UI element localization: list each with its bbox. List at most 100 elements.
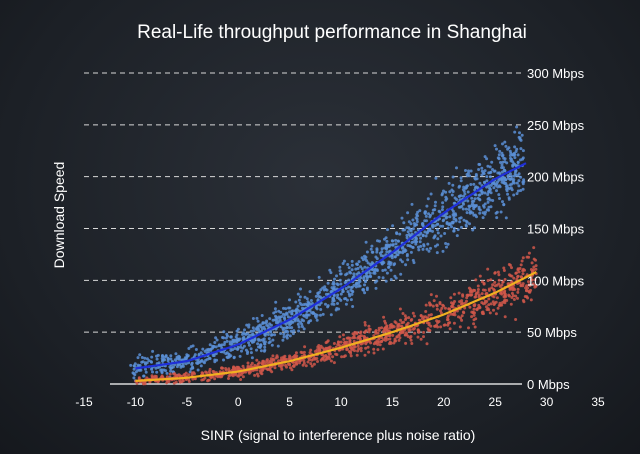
- red-scatter-point: [168, 372, 172, 376]
- blue-scatter-point: [433, 204, 437, 208]
- red-scatter-point: [284, 363, 287, 367]
- blue-scatter-point: [456, 228, 460, 232]
- blue-scatter-point: [381, 254, 385, 258]
- blue-scatter-point: [480, 166, 484, 170]
- blue-scatter-point: [459, 216, 463, 220]
- blue-scatter-point: [361, 287, 365, 291]
- blue-scatter-point: [502, 168, 506, 172]
- blue-scatter-point: [517, 172, 521, 176]
- blue-scatter-point: [281, 328, 285, 332]
- red-scatter-point: [487, 303, 491, 307]
- blue-scatter-point: [389, 243, 393, 247]
- blue-scatter-point: [517, 184, 521, 188]
- red-scatter-point: [446, 318, 449, 322]
- red-scatter-point: [500, 303, 504, 307]
- red-scatter-point: [246, 361, 250, 365]
- red-scatter-point: [342, 355, 346, 359]
- red-scatter-point: [468, 290, 472, 294]
- blue-scatter-point: [339, 282, 343, 286]
- blue-scatter-point: [181, 362, 185, 366]
- blue-scatter-point: [352, 272, 356, 276]
- red-scatter-point: [350, 346, 354, 349]
- blue-scatter-point: [414, 240, 418, 244]
- blue-scatter-point: [419, 236, 423, 240]
- red-scatter-point: [363, 321, 367, 324]
- blue-scatter-point: [144, 362, 147, 366]
- blue-scatter-point: [506, 192, 510, 196]
- blue-scatter-point: [381, 269, 385, 272]
- red-scatter-point: [487, 308, 491, 312]
- blue-scatter-point: [156, 353, 160, 357]
- red-scatter-point: [416, 328, 420, 332]
- x-axis-label: SINR (signal to interference plus noise …: [201, 427, 476, 443]
- red-scatter-point: [522, 300, 526, 304]
- blue-scatter-point: [228, 340, 232, 344]
- blue-scatter-point: [387, 265, 390, 269]
- blue-scatter-point: [504, 144, 508, 148]
- blue-scatter-point: [385, 244, 388, 248]
- red-scatter-points: [134, 246, 538, 386]
- red-scatter-point: [505, 299, 509, 302]
- blue-scatter-point: [282, 335, 286, 339]
- red-scatter-point: [324, 354, 328, 357]
- red-scatter-point: [239, 378, 243, 381]
- red-scatter-point: [422, 335, 425, 339]
- blue-scatter-point: [199, 359, 203, 363]
- blue-scatter-point: [425, 231, 429, 235]
- blue-scatter-point: [438, 210, 442, 214]
- red-scatter-point: [302, 350, 306, 354]
- trend-lines: [135, 162, 537, 382]
- blue-scatter-point: [394, 238, 398, 242]
- red-scatter-point: [393, 320, 397, 324]
- y-axis-label: Download Speed: [51, 162, 67, 269]
- blue-scatter-point: [247, 323, 251, 327]
- blue-scatter-point: [347, 278, 351, 282]
- blue-scatter-point: [314, 294, 318, 298]
- blue-scatter-point: [351, 275, 355, 279]
- red-scatter-point: [463, 301, 467, 305]
- blue-scatter-point: [350, 259, 354, 263]
- blue-scatter-point: [411, 227, 415, 231]
- red-scatter-point: [237, 374, 241, 378]
- blue-scatter-point: [350, 289, 354, 293]
- blue-scatter-point: [467, 204, 471, 208]
- blue-scatter-point: [399, 272, 403, 276]
- blue-scatter-point: [258, 345, 262, 349]
- blue-scatter-point: [514, 170, 517, 174]
- red-scatter-point: [253, 363, 257, 367]
- red-scatter-point: [439, 311, 443, 315]
- red-scatter-point: [516, 274, 520, 278]
- blue-scatter-point: [196, 368, 200, 372]
- y-tick-label: 200 Mbps: [527, 170, 585, 185]
- red-scatter-point: [487, 297, 491, 301]
- blue-scatter-point: [288, 323, 292, 327]
- blue-scatter-point: [500, 154, 504, 158]
- blue-scatter-point: [364, 240, 368, 244]
- red-scatter-point: [530, 278, 534, 282]
- blue-scatter-point: [444, 195, 448, 199]
- blue-scatter-point: [222, 358, 225, 362]
- red-scatter-point: [504, 295, 508, 298]
- blue-scatter-point: [385, 271, 389, 275]
- blue-scatter-point: [396, 239, 400, 243]
- red-scatter-point: [335, 353, 339, 357]
- red-scatter-point: [341, 333, 345, 337]
- blue-scatter-point: [338, 278, 342, 282]
- blue-scatter-point: [354, 267, 358, 271]
- blue-scatter-point: [274, 300, 278, 304]
- x-tick-label: 0: [235, 395, 242, 409]
- blue-scatter-point: [371, 250, 375, 254]
- red-scatter-point: [471, 311, 475, 315]
- blue-scatter-point: [338, 269, 342, 273]
- blue-scatter-point: [402, 221, 406, 225]
- blue-scatter-point: [487, 208, 491, 212]
- red-scatter-point: [360, 342, 363, 346]
- blue-scatter-point: [292, 329, 296, 333]
- blue-scatter-point: [505, 189, 509, 193]
- blue-scatter-point: [516, 189, 520, 193]
- blue-scatter-point: [138, 364, 142, 367]
- blue-scatter-point: [208, 343, 212, 347]
- blue-scatter-point: [502, 176, 506, 180]
- red-scatter-point: [377, 326, 381, 330]
- blue-scatter-point: [329, 313, 333, 317]
